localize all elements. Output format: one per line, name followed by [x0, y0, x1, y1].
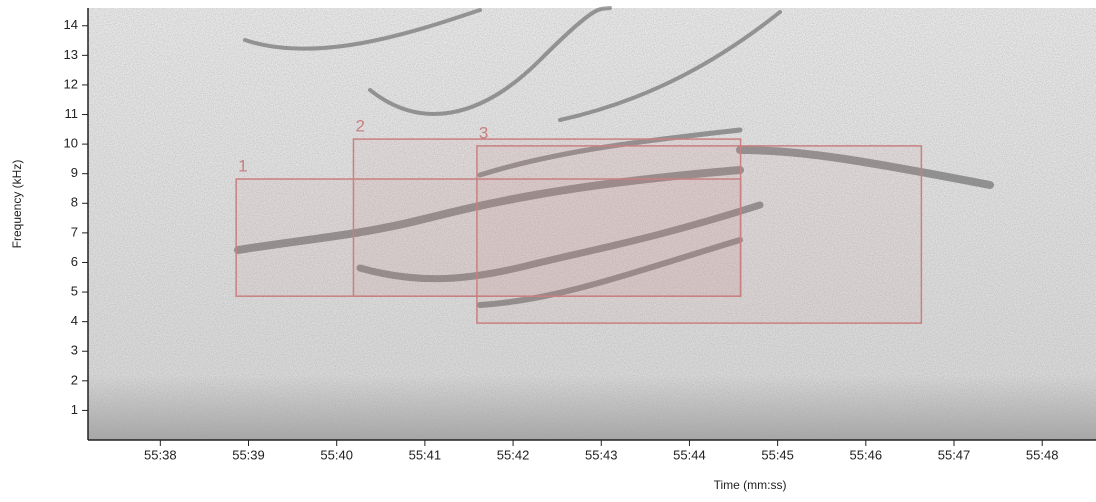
- spectrogram-image: [88, 6, 1096, 440]
- x-tick-label: 55:44: [673, 447, 706, 462]
- y-tick-label: 9: [71, 165, 78, 180]
- y-tick-label: 14: [64, 17, 78, 32]
- x-tick-label: 55:43: [585, 447, 618, 462]
- y-tick-label: 10: [64, 136, 78, 151]
- y-tick-label: 8: [71, 195, 78, 210]
- x-tick-label: 55:48: [1026, 447, 1059, 462]
- annotation-label: 1: [238, 157, 247, 176]
- x-tick-label: 55:41: [409, 447, 442, 462]
- y-tick-label: 4: [71, 313, 78, 328]
- y-tick-label: 6: [71, 254, 78, 269]
- y-tick-label: 12: [64, 76, 78, 91]
- annotation-label: 3: [479, 123, 488, 142]
- x-tick-label: 55:40: [320, 447, 353, 462]
- y-tick-label: 7: [71, 224, 78, 239]
- y-tick-label: 5: [71, 283, 78, 298]
- x-tick-label: 55:42: [497, 447, 530, 462]
- y-tick-label: 11: [65, 106, 79, 121]
- x-tick-label: 55:45: [761, 447, 794, 462]
- y-tick-label: 3: [71, 343, 78, 358]
- y-tick-label: 2: [71, 372, 78, 387]
- x-axis-title: Time (mm:ss): [714, 478, 787, 492]
- annotation-box: [476, 145, 923, 324]
- x-tick-label: 55:47: [938, 447, 971, 462]
- x-tick-label: 55:38: [144, 447, 177, 462]
- y-tick-label: 1: [71, 402, 78, 417]
- annotation-box: [352, 138, 742, 297]
- x-tick-label: 55:39: [232, 447, 265, 462]
- annotation-label: 2: [355, 117, 364, 136]
- x-tick-label: 55:46: [850, 447, 883, 462]
- y-tick-label: 13: [64, 47, 78, 62]
- y-axis-title: Frequency (kHz): [10, 160, 24, 249]
- annotation-boxes: 1 2 3: [235, 117, 923, 324]
